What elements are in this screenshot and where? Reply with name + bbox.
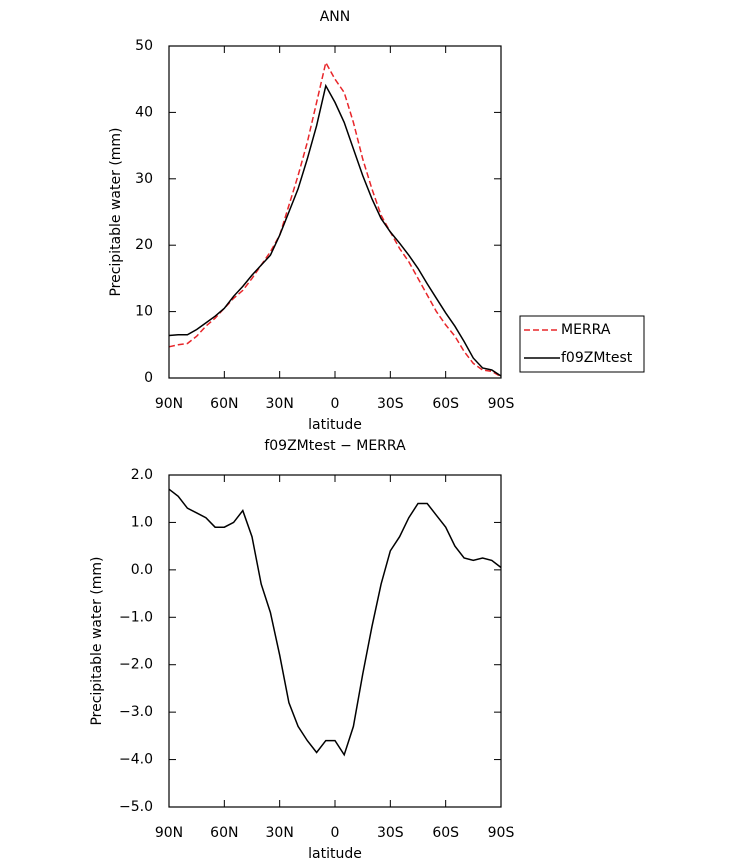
x-tick-label: 60S — [432, 396, 459, 412]
legend-label: MERRA — [561, 322, 611, 338]
y-tick-label: 30 — [135, 171, 153, 187]
y-tick-label: 2.0 — [131, 467, 153, 483]
data-line — [168, 488, 502, 757]
x-tick-label: 60N — [210, 825, 238, 841]
data-line — [168, 60, 502, 378]
x-tick-label: 0 — [331, 825, 340, 841]
y-tick-label: 0 — [144, 370, 153, 386]
x-tick-label: 90N — [155, 396, 183, 412]
y-tick-label: 1.0 — [131, 514, 153, 530]
x-tick-label: 30N — [266, 396, 294, 412]
y-tick-label: 50 — [135, 38, 153, 54]
x-tick-label: 30N — [266, 825, 294, 841]
data-line — [168, 83, 502, 377]
y-axis-label: Precipitable water (mm) — [89, 556, 105, 725]
x-tick-label: 30S — [377, 825, 404, 841]
x-tick-label: 90S — [488, 396, 515, 412]
x-tick-label: 90S — [488, 825, 515, 841]
plot-frame — [168, 45, 502, 379]
x-axis-label: latitude — [308, 846, 362, 862]
y-tick-label: 0.0 — [131, 562, 153, 578]
y-axis-label: Precipitable water (mm) — [108, 127, 124, 296]
legend-box — [519, 315, 645, 373]
y-tick-label: 20 — [135, 237, 153, 253]
x-axis-label: latitude — [308, 417, 362, 433]
y-tick-label: −4.0 — [119, 752, 153, 768]
y-tick-label: −3.0 — [119, 704, 153, 720]
y-tick-label: 10 — [135, 304, 153, 320]
y-tick-label: −1.0 — [119, 609, 153, 625]
x-tick-label: 60S — [432, 825, 459, 841]
chart-title: ANN — [320, 9, 351, 25]
chart-title: f09ZMtest − MERRA — [264, 438, 406, 454]
x-tick-label: 0 — [331, 396, 340, 412]
x-tick-label: 90N — [155, 825, 183, 841]
x-tick-label: 30S — [377, 396, 404, 412]
y-tick-label: −2.0 — [119, 657, 153, 673]
y-tick-label: −5.0 — [119, 799, 153, 815]
legend-label: f09ZMtest — [561, 350, 633, 366]
x-tick-label: 60N — [210, 396, 238, 412]
plot-frame — [168, 474, 502, 808]
y-tick-label: 40 — [135, 104, 153, 120]
